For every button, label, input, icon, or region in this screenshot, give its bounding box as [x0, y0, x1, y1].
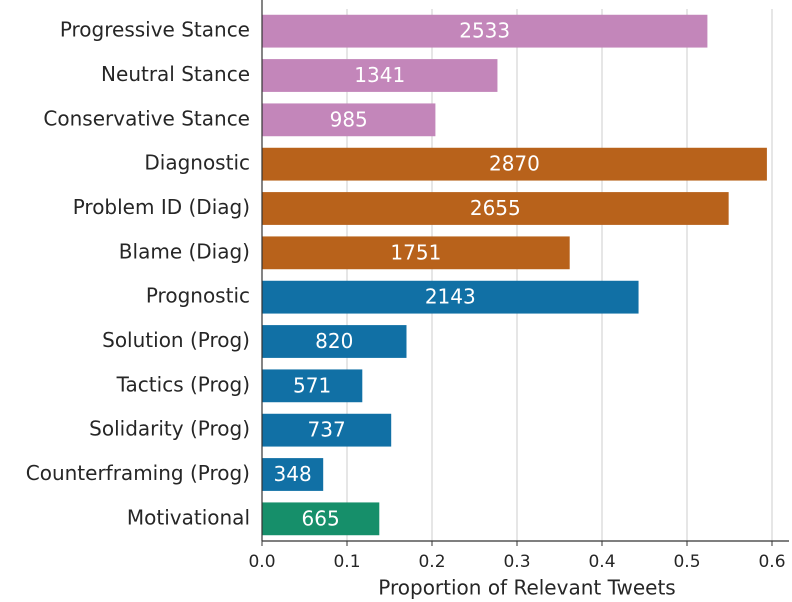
- x-tick-label: 0.5: [673, 552, 700, 572]
- bar: [262, 502, 380, 536]
- y-tick-label: Solidarity (Prog): [89, 417, 250, 441]
- x-tick-label: 0.4: [588, 552, 615, 572]
- y-tick-label: Neutral Stance: [101, 62, 250, 86]
- bar: [262, 14, 708, 48]
- bar-count-label: 2143: [425, 285, 476, 309]
- bar-count-label: 571: [293, 373, 331, 397]
- x-tick-label: 0.1: [333, 552, 360, 572]
- bar: [262, 103, 436, 137]
- x-tick-label: 0.2: [418, 552, 445, 572]
- bar: [262, 59, 498, 92]
- bar: [262, 413, 392, 447]
- x-axis-label: Proportion of Relevant Tweets: [378, 576, 675, 600]
- bar: [262, 280, 639, 314]
- y-tick-label: Blame (Diag): [119, 239, 250, 263]
- bar-count-label: 665: [302, 506, 340, 530]
- bar-count-label: 2655: [470, 196, 521, 220]
- bar: [262, 458, 324, 491]
- y-tick-label: Solution (Prog): [102, 328, 250, 352]
- x-tick-label: 0.0: [248, 552, 275, 572]
- bar-count-label: 2870: [489, 152, 540, 176]
- y-tick-label: Progressive Stance: [60, 18, 250, 42]
- bar-count-label: 348: [274, 462, 312, 486]
- bar: [262, 147, 767, 181]
- bar-count-label: 985: [330, 107, 368, 131]
- y-tick-label: Problem ID (Diag): [73, 195, 250, 219]
- x-tick-label: 0.3: [503, 552, 530, 572]
- y-tick-label: Counterframing (Prog): [26, 461, 250, 485]
- y-tick-label: Tactics (Prog): [116, 372, 250, 396]
- bar-count-label: 1341: [354, 63, 405, 87]
- bar-count-label: 1751: [390, 240, 441, 264]
- bar-count-label: 820: [315, 329, 353, 353]
- y-tick-label: Motivational: [127, 505, 250, 529]
- y-tick-label: Diagnostic: [144, 151, 250, 175]
- x-tick-label: 0.6: [758, 552, 785, 572]
- bar: [262, 192, 729, 225]
- bar-count-label: 737: [308, 418, 346, 442]
- y-tick-label: Conservative Stance: [43, 106, 250, 130]
- bar-count-label: 2533: [459, 19, 510, 43]
- bar: [262, 369, 363, 403]
- y-tick-label: Prognostic: [146, 284, 250, 308]
- bar: [262, 236, 570, 270]
- bar: [262, 325, 407, 358]
